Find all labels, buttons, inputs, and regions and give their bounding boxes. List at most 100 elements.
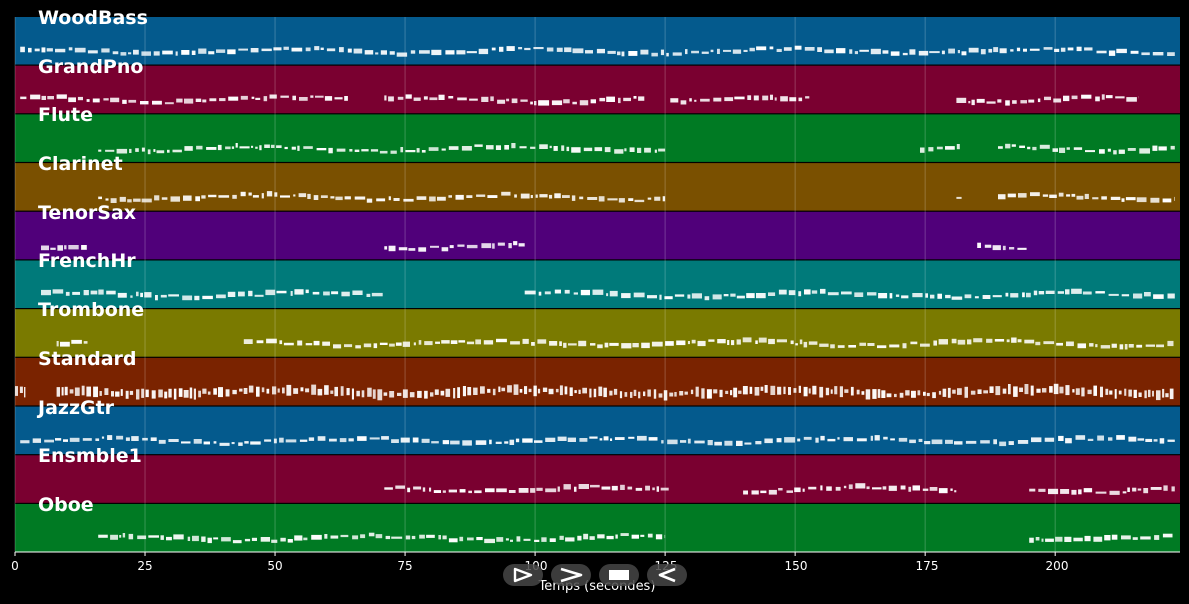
note [218, 195, 230, 198]
play-button[interactable] [503, 564, 543, 586]
note [589, 388, 592, 398]
note [518, 47, 523, 50]
note [1027, 146, 1031, 150]
note [790, 340, 794, 345]
note [411, 535, 416, 540]
note [1087, 389, 1092, 395]
note [977, 242, 981, 248]
track-lane [15, 504, 1180, 552]
note [153, 149, 156, 152]
note [193, 439, 202, 444]
note [1138, 392, 1142, 397]
note [441, 247, 449, 252]
note [69, 437, 80, 442]
fast-forward-button[interactable] [551, 564, 591, 586]
note [322, 341, 330, 346]
note [685, 49, 688, 55]
note [383, 392, 388, 396]
note [110, 534, 118, 540]
note [1141, 52, 1150, 56]
note [518, 243, 525, 247]
note [519, 146, 527, 149]
note [129, 148, 132, 153]
note [397, 392, 402, 396]
note [422, 487, 426, 492]
note [607, 198, 618, 201]
note [563, 484, 571, 490]
note [1049, 194, 1057, 198]
note [611, 485, 618, 491]
x-tick-label: 25 [137, 559, 153, 573]
note [551, 100, 563, 106]
note [508, 490, 516, 493]
note [755, 441, 762, 445]
note [604, 147, 611, 153]
note [111, 391, 114, 397]
note [510, 539, 513, 542]
note [764, 438, 773, 444]
note [240, 191, 246, 197]
note [861, 391, 865, 395]
note [664, 296, 673, 300]
note [282, 387, 285, 394]
note [264, 439, 272, 442]
note [457, 244, 465, 247]
note [1132, 537, 1138, 540]
note [47, 96, 54, 100]
note [497, 242, 505, 246]
note [125, 437, 130, 441]
note [736, 339, 741, 345]
note [1104, 535, 1111, 541]
note [516, 536, 521, 542]
note [1044, 437, 1055, 442]
note [758, 337, 767, 343]
note [317, 388, 323, 396]
note [691, 50, 699, 54]
note [216, 49, 226, 53]
note [1124, 344, 1128, 350]
note [1012, 100, 1017, 104]
note [311, 384, 317, 395]
note [665, 341, 674, 346]
note [331, 291, 339, 295]
note [577, 535, 582, 541]
note [983, 390, 988, 394]
note [931, 439, 943, 445]
stop-button[interactable] [599, 564, 639, 586]
note [1116, 435, 1125, 440]
note [579, 196, 584, 200]
note [798, 385, 801, 393]
note [977, 389, 982, 394]
note [589, 536, 595, 540]
note [701, 388, 705, 399]
note [633, 96, 637, 99]
note [596, 48, 605, 54]
note [530, 195, 533, 199]
note [1073, 147, 1083, 150]
rewind-button[interactable] [647, 564, 687, 586]
note [674, 392, 677, 397]
note [213, 388, 217, 395]
note [64, 386, 68, 396]
note [571, 195, 576, 201]
note [590, 99, 596, 104]
note [1127, 487, 1130, 492]
note [724, 440, 733, 446]
note [606, 535, 614, 540]
note [658, 393, 663, 398]
note [573, 292, 578, 295]
note [620, 533, 629, 536]
note [195, 98, 202, 102]
note [631, 534, 639, 539]
note [746, 293, 755, 299]
track-label-ensmble1: Ensmble1 [38, 445, 142, 467]
note [704, 296, 710, 301]
note [508, 243, 512, 249]
track-label-standard: Standard [38, 348, 137, 370]
note [635, 487, 643, 491]
note [361, 390, 365, 398]
note [369, 437, 380, 440]
note [1150, 197, 1160, 203]
note [708, 339, 715, 342]
note [638, 96, 645, 101]
